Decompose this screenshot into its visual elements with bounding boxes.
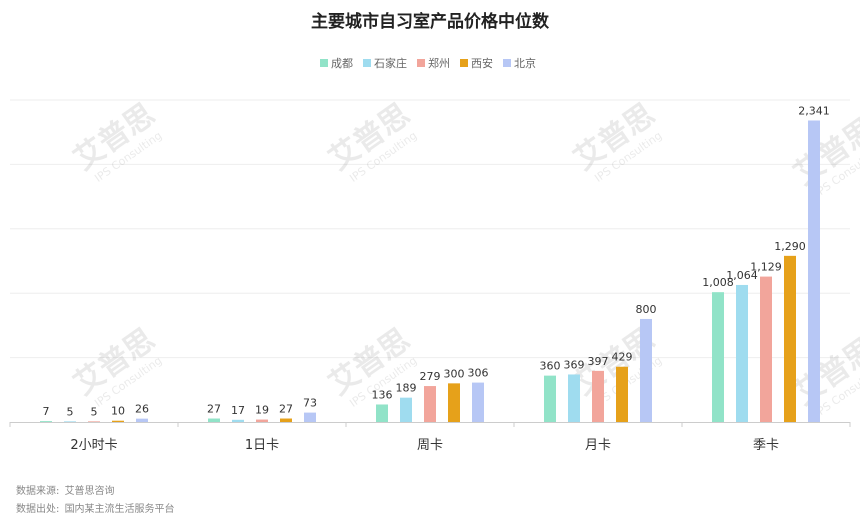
bar <box>736 284 748 422</box>
bar <box>784 255 796 422</box>
data-label: 10 <box>111 405 125 418</box>
data-label: 136 <box>372 388 393 401</box>
data-label: 27 <box>207 403 221 416</box>
bar <box>712 292 724 422</box>
x-axis: 2小时卡 1日卡 周卡 月卡 季卡 <box>9 422 851 453</box>
footer-source-value: 艾普思咨询 <box>64 486 115 497</box>
data-label: 27 <box>279 403 293 416</box>
bar <box>544 375 556 422</box>
data-label: 189 <box>396 382 417 395</box>
data-label: 19 <box>255 404 269 417</box>
bar <box>280 418 292 422</box>
legend-label: 成都 <box>331 57 353 70</box>
bar <box>64 421 76 422</box>
bar <box>112 420 124 422</box>
bar <box>40 421 52 422</box>
data-label: 26 <box>135 403 149 416</box>
legend-swatch <box>460 59 468 67</box>
footer-source: 数据来源: 艾普思咨询 <box>16 482 117 497</box>
x-tick-label: 1日卡 <box>245 438 279 453</box>
bar <box>448 383 460 422</box>
footer-origin-value: 国内某主流生活服务平台 <box>64 504 175 515</box>
data-label: 73 <box>303 397 317 410</box>
bar <box>400 397 412 422</box>
legend-label: 石家庄 <box>374 56 407 70</box>
data-label: 306 <box>468 367 489 380</box>
bar <box>760 276 772 422</box>
x-tick-label: 月卡 <box>585 438 611 453</box>
bar <box>208 418 220 422</box>
data-label: 1,290 <box>774 240 806 253</box>
data-label: 1,064 <box>726 269 758 282</box>
footer-origin-label: 数据出处: <box>16 504 60 515</box>
footer-source-label: 数据来源: <box>16 486 60 497</box>
data-label: 5 <box>67 405 74 418</box>
data-label: 429 <box>612 351 633 364</box>
chart-title: 主要城市自习室产品价格中位数 <box>311 11 550 32</box>
data-label: 369 <box>564 358 585 371</box>
bar <box>256 419 268 422</box>
data-label: 279 <box>420 370 441 383</box>
footer-origin: 数据出处: 国内某主流生活服务平台 <box>16 500 177 515</box>
legend-swatch <box>363 59 371 67</box>
data-label: 360 <box>540 360 561 373</box>
legend-label: 北京 <box>514 56 536 70</box>
bar <box>136 418 148 422</box>
bar <box>640 318 652 422</box>
legend: 成都 石家庄 郑州 西安 北京 <box>320 56 536 70</box>
data-label: 5 <box>91 405 98 418</box>
data-label: 1,129 <box>750 261 782 274</box>
bar <box>808 120 820 423</box>
bars-layer <box>40 120 820 423</box>
legend-label: 西安 <box>471 56 493 70</box>
x-tick-label: 季卡 <box>753 438 779 453</box>
bar <box>376 404 388 422</box>
bar <box>232 419 244 422</box>
data-label: 800 <box>636 303 657 316</box>
bar <box>592 370 604 422</box>
bar <box>424 386 436 422</box>
legend-swatch <box>320 59 328 67</box>
data-label: 17 <box>231 404 245 417</box>
bar <box>304 412 316 422</box>
bar <box>88 421 100 422</box>
data-label: 300 <box>444 367 465 380</box>
data-label: 397 <box>588 355 609 368</box>
data-label: 7 <box>43 405 50 418</box>
grid-lines <box>10 99 850 359</box>
bar <box>568 374 580 422</box>
legend-swatch <box>503 59 511 67</box>
data-label: 2,341 <box>798 104 830 117</box>
bar <box>472 382 484 422</box>
bar <box>616 366 628 422</box>
x-tick-label: 周卡 <box>417 438 443 453</box>
x-tick-label: 2小时卡 <box>70 438 117 453</box>
data-label: 1,008 <box>702 276 734 289</box>
legend-swatch <box>417 59 425 67</box>
legend-label: 郑州 <box>428 56 450 70</box>
